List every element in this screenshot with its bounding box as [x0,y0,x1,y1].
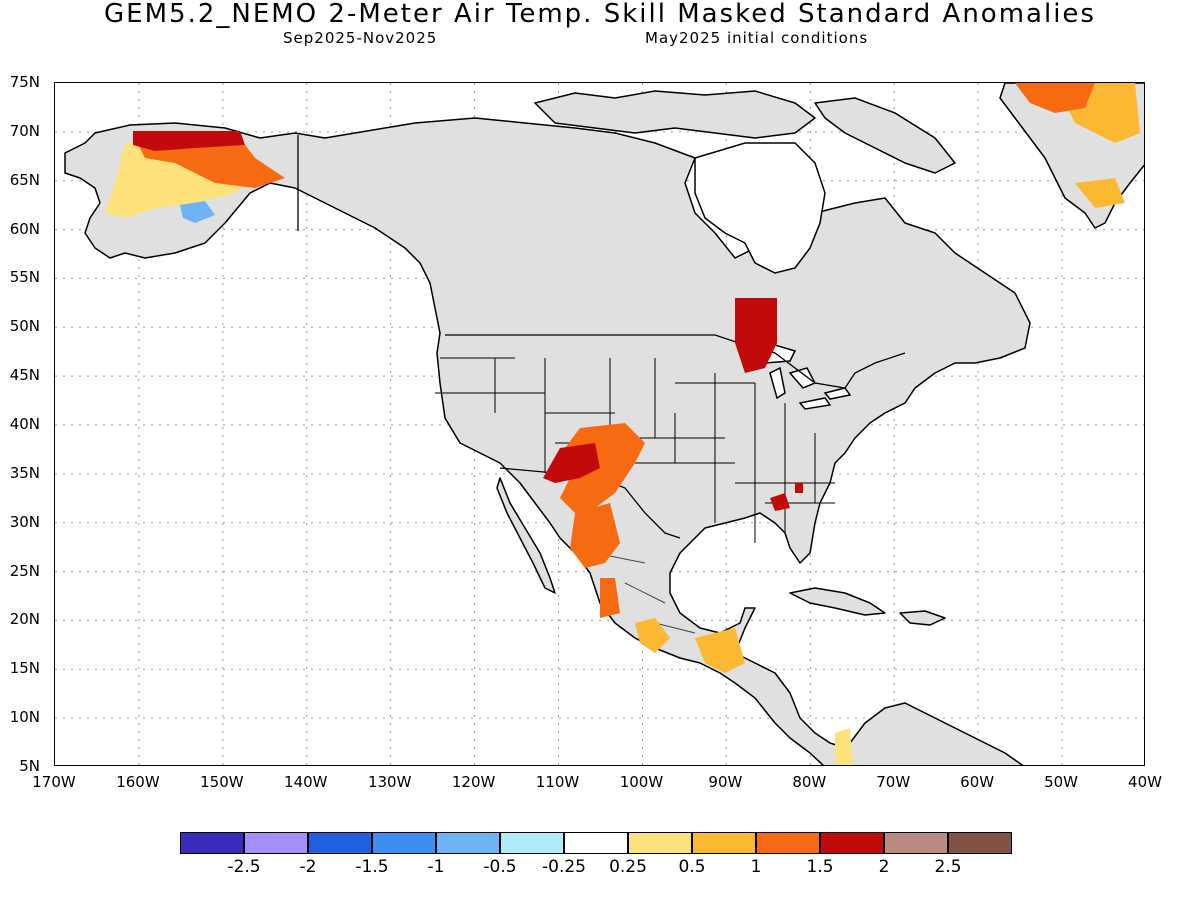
lon-label: 60W [960,773,995,791]
colorbar-swatch [884,832,948,854]
colorbar-tick-label: 1.5 [806,857,834,877]
colorbar-tick-label: -1 [427,857,445,877]
anomaly-alaska-north [135,138,285,188]
lon-label: 50W [1044,773,1079,791]
lon-label: 160W [116,773,160,791]
lat-label: 30N [9,512,40,531]
lon-label: 150W [200,773,244,791]
lon-label: 120W [451,773,496,791]
anomaly-mexico-north [570,503,620,618]
lon-label: 140W [284,773,328,791]
lat-label: 25N [9,561,40,580]
lat-label: 55N [9,268,40,287]
colorbar-swatch [820,832,884,854]
colorbar-tick-label: -2 [299,857,317,877]
anomaly-greenland [1055,83,1140,208]
lon-label: 40W [1128,773,1162,791]
lat-label: 35N [9,463,40,482]
lat-label: 50N [9,317,40,336]
lon-label: 110W [535,773,580,791]
colorbar-swatch [564,832,628,854]
anomaly-four-corners [543,443,600,483]
colorbar-swatch [308,832,372,854]
anomaly-alaska-north-slope [133,131,245,151]
arctic-islands [534,90,816,139]
anomaly-colombia [835,728,853,765]
lat-label: 15N [9,659,40,678]
colorbar-tick-label: 2.5 [934,857,962,877]
lon-label: 90W [708,773,743,791]
lat-label: 70N [9,121,40,140]
lon-label: 130W [367,773,412,791]
lat-label: 40N [9,415,40,433]
colorbar-tick-label: -1.5 [355,857,389,877]
colorbar-swatch [948,832,1012,854]
lat-label: 5N [19,757,40,775]
colorbar-swatch [500,832,564,854]
us-states [435,357,835,543]
hispaniola [899,610,946,626]
anomaly-southeast [770,483,803,511]
baja-california [496,477,556,594]
colorbar-swatch [628,832,692,854]
baffin-island [814,97,956,174]
chart-title: GEM5.2_NEMO 2-Meter Air Temp. Skill Mask… [104,0,1096,29]
initial-conditions: May2025 initial conditions [645,29,869,47]
colorbar-tick-label: -0.5 [483,857,517,877]
colorbar-tick-label: 0.5 [678,857,706,877]
hudson-bay [694,142,826,274]
lon-label: 80W [792,773,827,791]
lat-label: 10N [9,708,40,727]
colorbar-swatch [436,832,500,854]
land-masses [64,83,1144,765]
colorbar-tick-label: 0.25 [609,857,647,877]
colorbar-swatch [756,832,820,854]
anomaly-overlays [105,83,1140,765]
lat-label: 65N [9,170,40,189]
colorbar-swatch [372,832,436,854]
anomaly-alaska-southwest [180,201,215,223]
lon-label: 100W [619,773,664,791]
lat-label: 60N [9,219,40,238]
colorbar-tick-label: -2.5 [227,857,261,877]
colorbar-tick-label: -0.25 [542,857,586,877]
lon-label: 70W [876,773,911,791]
colorbar-swatch [180,832,244,854]
forecast-period: Sep2025-Nov2025 [283,29,438,47]
anomaly-greenland-strong [1015,83,1095,113]
water-bodies [694,142,852,410]
lon-label: 170W [32,773,76,791]
lat-label: 20N [9,610,40,629]
map-frame [54,82,1145,766]
colorbar-swatch [692,832,756,854]
colorbar-tick-label: 2 [878,857,890,877]
lat-label: 45N [9,366,40,385]
colorbar-swatch [244,832,308,854]
cuba [789,587,886,616]
colorbar-tick-label: 1 [750,857,762,877]
south-america-coast [844,702,1024,765]
lat-label: 75N [9,73,40,91]
us-canada-border [445,334,906,389]
map-canvas [55,83,1144,765]
anomaly-mexico-south [635,618,745,673]
anomaly-ontario [735,298,777,373]
